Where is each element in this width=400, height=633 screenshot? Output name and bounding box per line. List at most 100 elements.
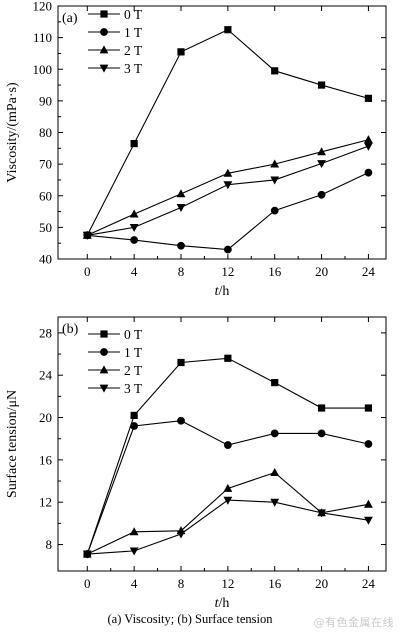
x-tick-label: 16 [268,264,282,279]
data-point [129,223,139,232]
y-tick-label: 50 [39,220,52,235]
data-point [224,26,232,34]
data-point [176,530,186,539]
data-point [177,358,185,367]
x-tick-label: 4 [131,264,138,279]
x-tick-label: 4 [131,576,138,591]
x-tick-label: 0 [84,264,91,279]
x-tick-label: 24 [362,264,376,279]
watermark: @有色金属在线 [313,616,394,629]
data-point [270,206,279,215]
legend-marker [100,348,108,356]
data-point [129,209,139,218]
data-point [317,160,326,169]
chart-panel-a: 0 4 8 12 16 20 24 40 50 60 70 80 90 100 110 120 t/h Visco… [5,0,387,299]
legend-marker [99,64,109,73]
y-axis-title: Surface tension/μN [5,390,20,498]
legend-label: 3 T [124,61,143,76]
y-tick-label: 80 [39,125,52,140]
y-tick-label: 28 [39,325,52,340]
data-point [177,241,185,250]
legend-label: 0 T [124,7,143,22]
legend-label: 2 T [124,363,143,378]
data-point [130,236,139,244]
caption-text: (a) Viscosity; (b) Surface tension [107,612,273,626]
y-tick-label: 70 [39,157,52,172]
data-point [317,147,326,156]
data-point [364,516,373,525]
data-point [224,354,232,362]
data-point [364,404,373,412]
x-tick-label: 24 [362,576,376,591]
x-tick-label: 20 [315,264,328,279]
data-point [176,189,186,198]
y-tick-label: 100 [33,62,53,77]
x-tick-label: 12 [221,576,234,591]
data-point [130,422,139,430]
x-axis-title: t/h [215,596,230,611]
data-point [317,404,326,412]
data-point [270,467,280,476]
y-axis-title: Viscosity/(mPa·s) [5,82,20,183]
legend-marker [99,365,109,374]
y-tick-label: 120 [33,0,53,14]
data-point [364,440,373,448]
series-line [87,145,369,236]
data-point [317,509,326,518]
legend-marker [100,10,108,18]
data-point [82,550,92,559]
series-line [87,499,369,555]
plot-frame [57,5,387,260]
data-point [223,483,233,492]
y-tick-label: 20 [39,410,52,425]
x-tick-label: 8 [178,576,185,591]
data-point [364,168,373,177]
series-3t [82,142,373,240]
data-point [270,429,279,438]
data-point [82,231,92,240]
data-point [130,411,138,420]
data-point [270,498,280,507]
y-tick-label: 90 [39,93,52,108]
data-point [129,527,139,536]
data-point [271,67,279,75]
x-axis-title-unit: /h [219,284,230,299]
panel-label: (a) [62,11,78,26]
data-point [130,139,138,148]
legend-label: 2 T [124,43,143,58]
y-tick-label: 40 [39,252,52,267]
x-tick-label: 12 [221,264,234,279]
data-point [317,190,326,199]
legend-marker [100,330,108,338]
series-0t [83,26,373,239]
chart-panel-b: 0 4 8 12 16 20 24 8 12 16 20 24 28 t/h Surface tension… [5,316,387,611]
data-point [364,135,373,144]
data-point [364,142,373,151]
legend-label: 3 T [124,381,143,396]
legend: 0 T 1 T 2 T 3 T [88,327,143,396]
data-point [176,204,186,213]
data-point [223,496,233,505]
data-point [364,94,373,102]
data-point [223,441,232,449]
legend-marker [99,45,109,54]
data-point [364,499,373,508]
figure-caption: (a) Viscosity; (b) Surface tension [0,612,400,627]
data-point [270,176,280,185]
x-axis-title-variable: t [215,596,220,611]
legend-label: 1 T [124,25,143,40]
legend: 0 T 1 T 2 T 3 T [88,7,143,76]
data-point [223,245,232,254]
data-point [317,81,326,89]
legend-marker [100,28,108,36]
data-point [129,547,139,556]
panel-label: (b) [62,322,79,337]
y-tick-label: 12 [39,495,52,510]
x-axis-title: t/h [215,284,230,299]
y-tick-label: 24 [39,368,53,383]
data-point [177,416,185,425]
data-point [270,159,280,168]
legend-marker [99,384,109,393]
data-point [223,168,233,177]
